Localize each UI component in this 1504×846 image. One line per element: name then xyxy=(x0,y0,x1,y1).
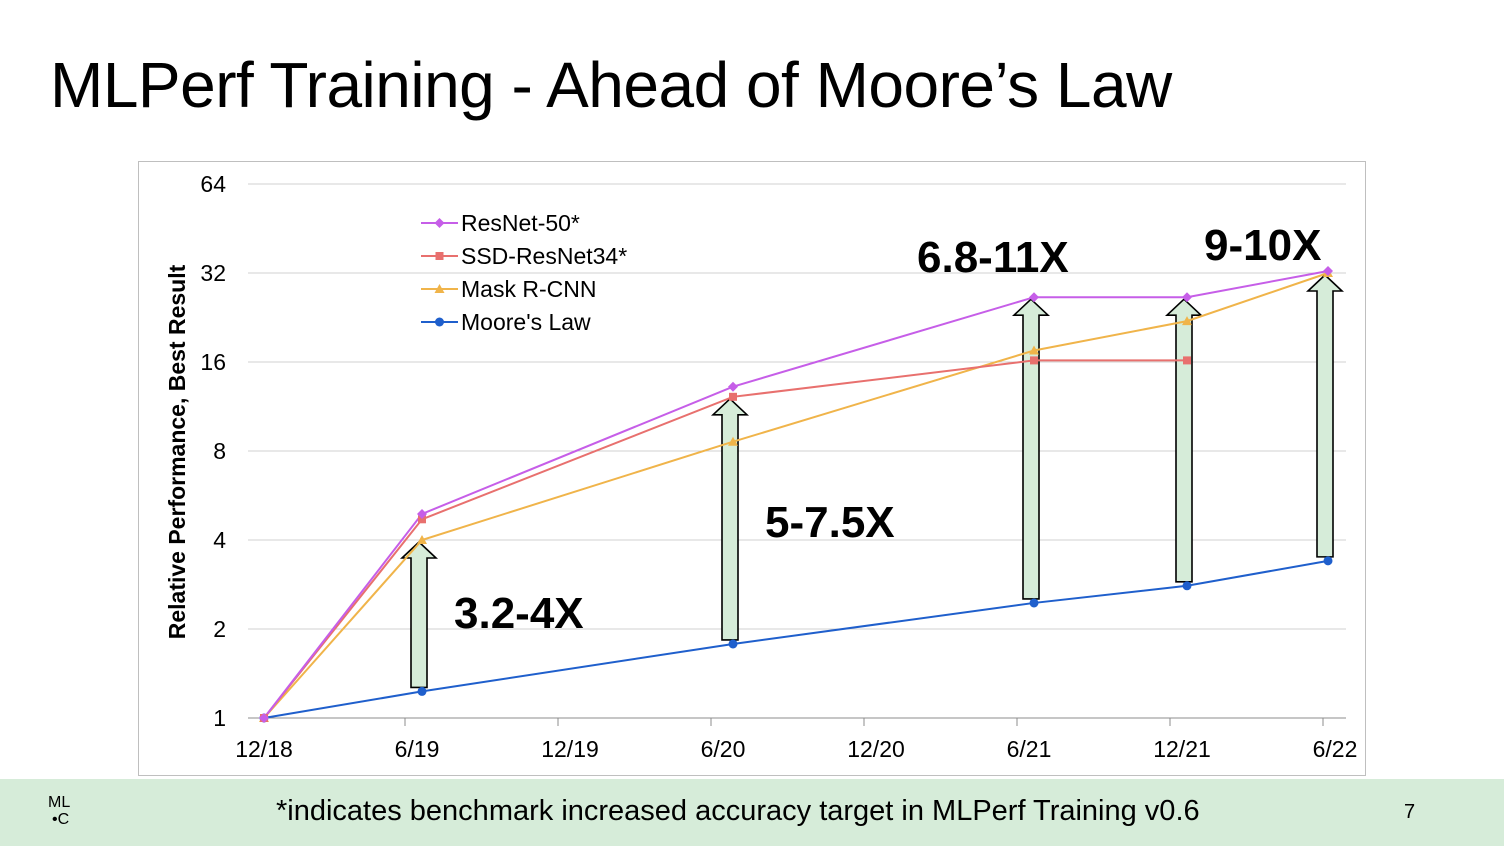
annotation-label: 9-10X xyxy=(1204,221,1321,270)
y-tick-label: 16 xyxy=(200,349,226,375)
x-tick-label: 12/18 xyxy=(235,736,293,762)
data-point xyxy=(728,381,738,392)
x-tick-label: 12/19 xyxy=(541,736,599,762)
data-point xyxy=(729,392,737,401)
legend-marker xyxy=(434,218,445,228)
data-point xyxy=(1323,266,1333,277)
data-point xyxy=(1182,316,1192,326)
legend-marker xyxy=(435,252,444,260)
legend-marker xyxy=(434,284,445,293)
chart-frame xyxy=(138,161,1366,776)
y-tick-label: 1 xyxy=(213,705,226,731)
legend-marker xyxy=(435,317,444,327)
data-point xyxy=(728,639,738,649)
x-tick-label: 6/19 xyxy=(395,736,440,762)
mlcommons-logo: ML •C xyxy=(48,794,88,834)
legend-label: Mask R-CNN xyxy=(461,276,596,302)
gap-arrow xyxy=(399,540,439,689)
legend-label: ResNet-50* xyxy=(461,210,580,236)
data-point xyxy=(417,508,427,519)
series-markers xyxy=(259,266,1333,723)
data-point xyxy=(417,535,427,544)
x-tick-label: 6/21 xyxy=(1007,736,1052,762)
annotation-label: 6.8-11X xyxy=(917,233,1069,282)
y-tick-label: 2 xyxy=(213,616,226,642)
y-tick-label: 64 xyxy=(200,171,226,197)
legend-label: Moore's Law xyxy=(461,309,591,335)
data-point xyxy=(1182,292,1192,303)
y-tick-label: 8 xyxy=(213,438,226,464)
data-point xyxy=(1182,581,1192,591)
data-point xyxy=(1183,356,1191,365)
x-tick-label: 12/21 xyxy=(1153,736,1211,762)
gap-arrows xyxy=(399,273,1345,689)
gap-arrow xyxy=(1164,298,1204,583)
y-tick-labels: 1 2 4 8 16 32 64 xyxy=(200,171,226,731)
x-tick-labels: 12/18 6/19 12/19 6/20 12/20 6/21 12/21 6/22 xyxy=(235,736,1357,762)
gap-arrow xyxy=(1305,273,1345,558)
slide-title: MLPerf Training - Ahead of Moore’s Law xyxy=(50,49,1172,121)
series-line xyxy=(263,272,1329,719)
data-point xyxy=(259,713,269,723)
legend-label: SSD-ResNet34* xyxy=(461,243,627,269)
x-tick-label: 6/22 xyxy=(1313,736,1358,762)
data-point xyxy=(1029,598,1039,608)
gap-arrow xyxy=(1011,298,1051,600)
x-tick-label: 6/20 xyxy=(701,736,746,762)
legend: ResNet-50* SSD-ResNet34* Mask R-CNN Moore's… xyxy=(421,210,627,335)
data-point xyxy=(1029,292,1039,303)
series-line xyxy=(263,270,1329,719)
y-tick-label: 32 xyxy=(200,260,226,286)
footer-bar: ML •C *indicates benchmark increased acc… xyxy=(0,779,1504,846)
data-point xyxy=(1029,345,1039,355)
footnote: *indicates benchmark increased accuracy … xyxy=(276,795,1200,827)
y-axis-label: Relative Performance, Best Result xyxy=(164,264,190,639)
data-point xyxy=(417,686,427,696)
page-number: 7 xyxy=(1404,801,1416,823)
series-line xyxy=(263,559,1329,719)
annotation-label: 3.2-4X xyxy=(454,589,584,638)
data-point xyxy=(1030,356,1038,365)
logo-bottom: •C xyxy=(52,811,70,828)
annotation-labels: 3.2-4X 5-7.5X 6.8-11X 9-10X xyxy=(454,221,1321,638)
x-tick-label: 12/20 xyxy=(847,736,905,762)
gap-arrow xyxy=(710,397,750,641)
gridlines xyxy=(248,183,1346,726)
data-point xyxy=(1323,556,1333,566)
data-point xyxy=(418,515,426,524)
logo-top: ML xyxy=(48,794,71,811)
annotation-label: 5-7.5X xyxy=(765,498,895,547)
y-tick-label: 4 xyxy=(213,527,226,553)
data-point xyxy=(728,436,738,446)
